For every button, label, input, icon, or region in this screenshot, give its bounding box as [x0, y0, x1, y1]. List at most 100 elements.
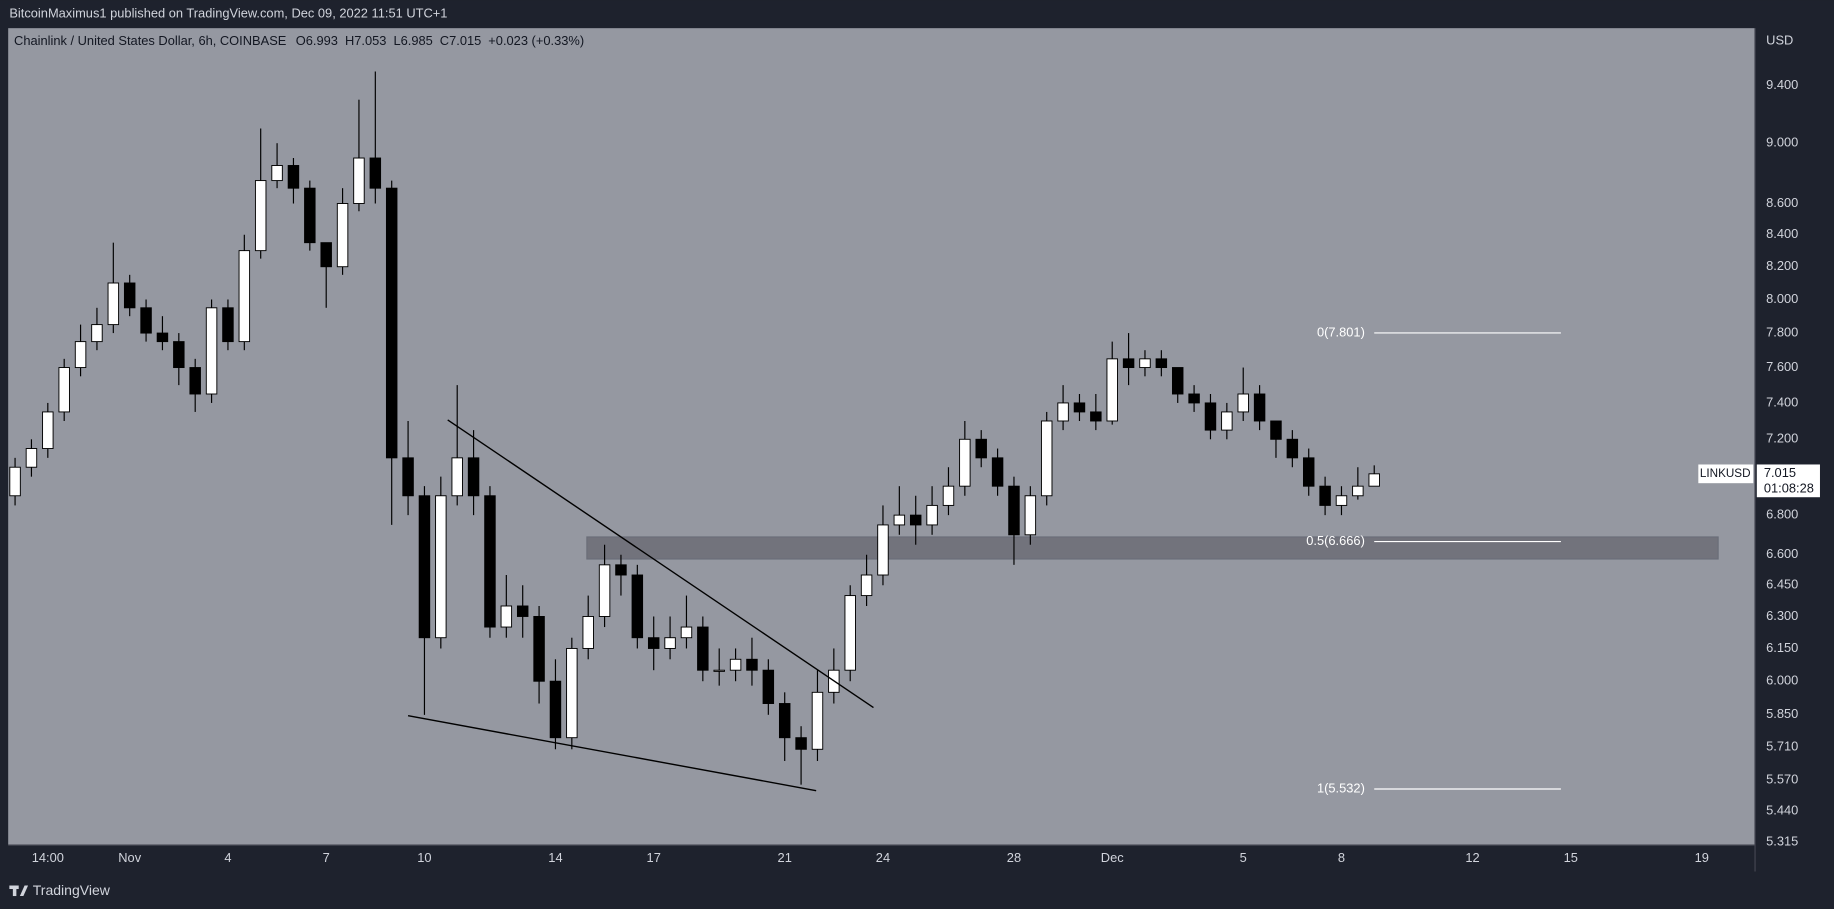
- candle-body: [877, 524, 889, 576]
- x-tick-label: 15: [1564, 850, 1578, 865]
- candle-body: [156, 332, 169, 343]
- candle-body: [9, 466, 21, 497]
- price-tag: [1756, 464, 1820, 498]
- y-tick-label: 8.200: [1766, 258, 1798, 273]
- countdown-text: 01:08:28: [1764, 480, 1814, 495]
- candle-body: [762, 669, 775, 704]
- candle-body: [844, 595, 856, 671]
- candle-body: [435, 495, 447, 639]
- x-tick-label: 17: [647, 850, 661, 865]
- candle-body: [287, 165, 300, 189]
- candle-body: [336, 203, 349, 268]
- candle-body: [991, 457, 1004, 487]
- candle-body: [729, 658, 742, 671]
- x-tick-label: 19: [1695, 850, 1709, 865]
- candle-body: [1155, 358, 1168, 369]
- logo: [9, 885, 29, 897]
- candle-body: [369, 157, 382, 189]
- candle-body: [746, 658, 758, 671]
- candle-body: [402, 457, 414, 497]
- ohlc-value: 6.993: [306, 34, 338, 49]
- candle-body: [1040, 420, 1053, 497]
- candle-body: [516, 605, 529, 617]
- footer-brand: TradingView: [33, 882, 111, 898]
- candle-body: [647, 637, 660, 649]
- candle-body: [713, 669, 725, 672]
- price-tag-text: 7.015: [1764, 465, 1796, 480]
- trendline: [447, 419, 874, 709]
- ohlc-value: 7.015: [449, 34, 481, 49]
- candle-body: [271, 165, 283, 182]
- y-tick-label: 9.000: [1766, 135, 1798, 150]
- candle-body: [1073, 402, 1086, 413]
- candle-body: [1008, 485, 1020, 536]
- y-tick-label: 5.850: [1766, 706, 1798, 721]
- candle-body: [549, 680, 562, 739]
- x-tick-label: 21: [778, 850, 792, 865]
- candle-body: [598, 564, 611, 617]
- publish-header: BitcoinMaximus1 published on TradingView…: [9, 6, 447, 21]
- plot-area: [8, 28, 1755, 845]
- x-tick-label: 4: [224, 850, 231, 865]
- y-tick-label: 5.440: [1766, 803, 1798, 818]
- candle-body: [107, 282, 120, 326]
- candle-body: [173, 341, 185, 369]
- candle-body: [500, 605, 513, 628]
- candle-body: [418, 495, 431, 639]
- y-tick-label: 8.000: [1766, 291, 1798, 306]
- candle-body: [1221, 411, 1233, 431]
- candle-body: [1253, 393, 1266, 422]
- candle-body: [1319, 485, 1331, 506]
- y-tick-label: 6.600: [1766, 546, 1798, 561]
- y-tick-label: 5.315: [1766, 833, 1798, 848]
- x-tick-label: 14:00: [32, 850, 64, 865]
- candle-body: [1090, 411, 1102, 422]
- ohlc-key: C: [440, 34, 449, 49]
- ohlc-value: 7.053: [354, 34, 386, 49]
- candle-body: [926, 504, 938, 526]
- logo-part: [19, 885, 29, 897]
- candle-body: [205, 307, 218, 395]
- x-tick-label: 12: [1465, 850, 1479, 865]
- symbol-tag-text: LINKUSD: [1700, 467, 1751, 480]
- candle-body: [893, 514, 906, 526]
- candle-body: [304, 187, 316, 244]
- ohlc-key: L: [393, 34, 400, 49]
- symbol-legend: Chainlink / United States Dollar, 6h, CO…: [14, 34, 584, 49]
- trendline: [407, 715, 817, 792]
- candle-body: [1237, 393, 1249, 413]
- candle-body: [58, 367, 70, 413]
- candle-body: [1057, 402, 1069, 422]
- candle-body: [664, 637, 676, 649]
- candle-body: [909, 514, 922, 526]
- candle-body: [222, 307, 234, 343]
- candle-body: [91, 324, 103, 343]
- ohlc-key: O: [296, 34, 306, 49]
- y-tick-label: 8.400: [1766, 226, 1798, 241]
- candle-body: [680, 626, 693, 639]
- candle-body: [1106, 358, 1118, 422]
- change: +0.023 (+0.33%): [488, 34, 584, 49]
- candle-body: [25, 448, 38, 468]
- x-tick-label: 10: [417, 850, 431, 865]
- candle-body: [959, 438, 971, 487]
- y-tick-label: 9.400: [1766, 77, 1798, 92]
- candle-body: [123, 282, 136, 309]
- y-tick-label: 6.450: [1766, 577, 1798, 592]
- candle-body: [320, 242, 332, 268]
- y-axis-label: USD: [1766, 32, 1793, 47]
- candle-body: [42, 411, 54, 450]
- y-tick-label: 7.800: [1766, 324, 1798, 339]
- x-tick-label: 5: [1240, 850, 1247, 865]
- candle-body: [975, 438, 987, 459]
- candle-body: [1204, 402, 1217, 431]
- candle-body: [1122, 358, 1135, 369]
- logo-part: [12, 885, 17, 897]
- candle-body: [697, 626, 709, 671]
- x-tick-label: 7: [323, 850, 330, 865]
- candle-body: [778, 703, 791, 739]
- y-tick-label: 6.000: [1766, 673, 1798, 688]
- fib-label: 1(5.532): [1317, 780, 1365, 795]
- candle-body: [1286, 438, 1299, 459]
